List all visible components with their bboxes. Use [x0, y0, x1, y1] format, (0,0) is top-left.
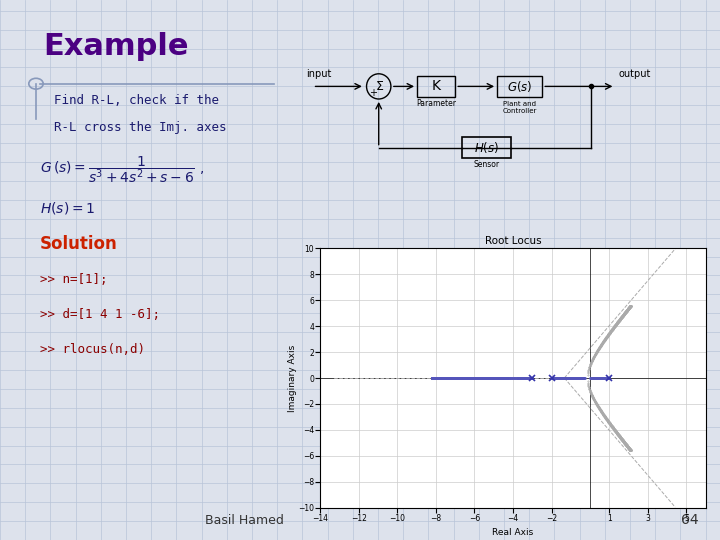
Text: >> n=[1];: >> n=[1];	[40, 273, 107, 286]
Text: Find R-L, check if the: Find R-L, check if the	[54, 94, 219, 107]
Text: K: K	[432, 79, 441, 93]
Text: $\Sigma$: $\Sigma$	[374, 80, 384, 93]
Text: $H(s){=}1$: $H(s){=}1$	[40, 200, 95, 216]
Text: output: output	[618, 70, 651, 79]
Text: Plant and: Plant and	[503, 101, 536, 107]
Bar	[462, 137, 511, 158]
Text: +: +	[369, 89, 377, 98]
Text: Solution: Solution	[40, 235, 117, 253]
Text: Parameter: Parameter	[416, 99, 456, 108]
Text: $H(s)$: $H(s)$	[474, 140, 499, 155]
Bar	[497, 76, 542, 97]
Text: >> rlocus(n,d): >> rlocus(n,d)	[40, 343, 145, 356]
Text: Controller: Controller	[503, 109, 537, 114]
Text: $G(s)$: $G(s)$	[507, 79, 532, 94]
X-axis label: Real Axis: Real Axis	[492, 529, 534, 537]
Title: Root Locus: Root Locus	[485, 236, 541, 246]
Text: Example: Example	[43, 32, 189, 62]
Text: input: input	[305, 70, 331, 79]
Text: $G\,(s) = \dfrac{1}{s^3+4s^2+s-6}\ ,$: $G\,(s) = \dfrac{1}{s^3+4s^2+s-6}\ ,$	[40, 154, 204, 185]
Text: Basil Hamed: Basil Hamed	[205, 514, 284, 526]
Text: R-L cross the Imj. axes: R-L cross the Imj. axes	[54, 122, 227, 134]
Y-axis label: Imaginary Axis: Imaginary Axis	[288, 345, 297, 411]
Bar	[417, 76, 455, 97]
Text: Sensor: Sensor	[474, 160, 500, 170]
Text: 64: 64	[681, 512, 698, 526]
Text: >> d=[1 4 1 -6];: >> d=[1 4 1 -6];	[40, 308, 160, 321]
